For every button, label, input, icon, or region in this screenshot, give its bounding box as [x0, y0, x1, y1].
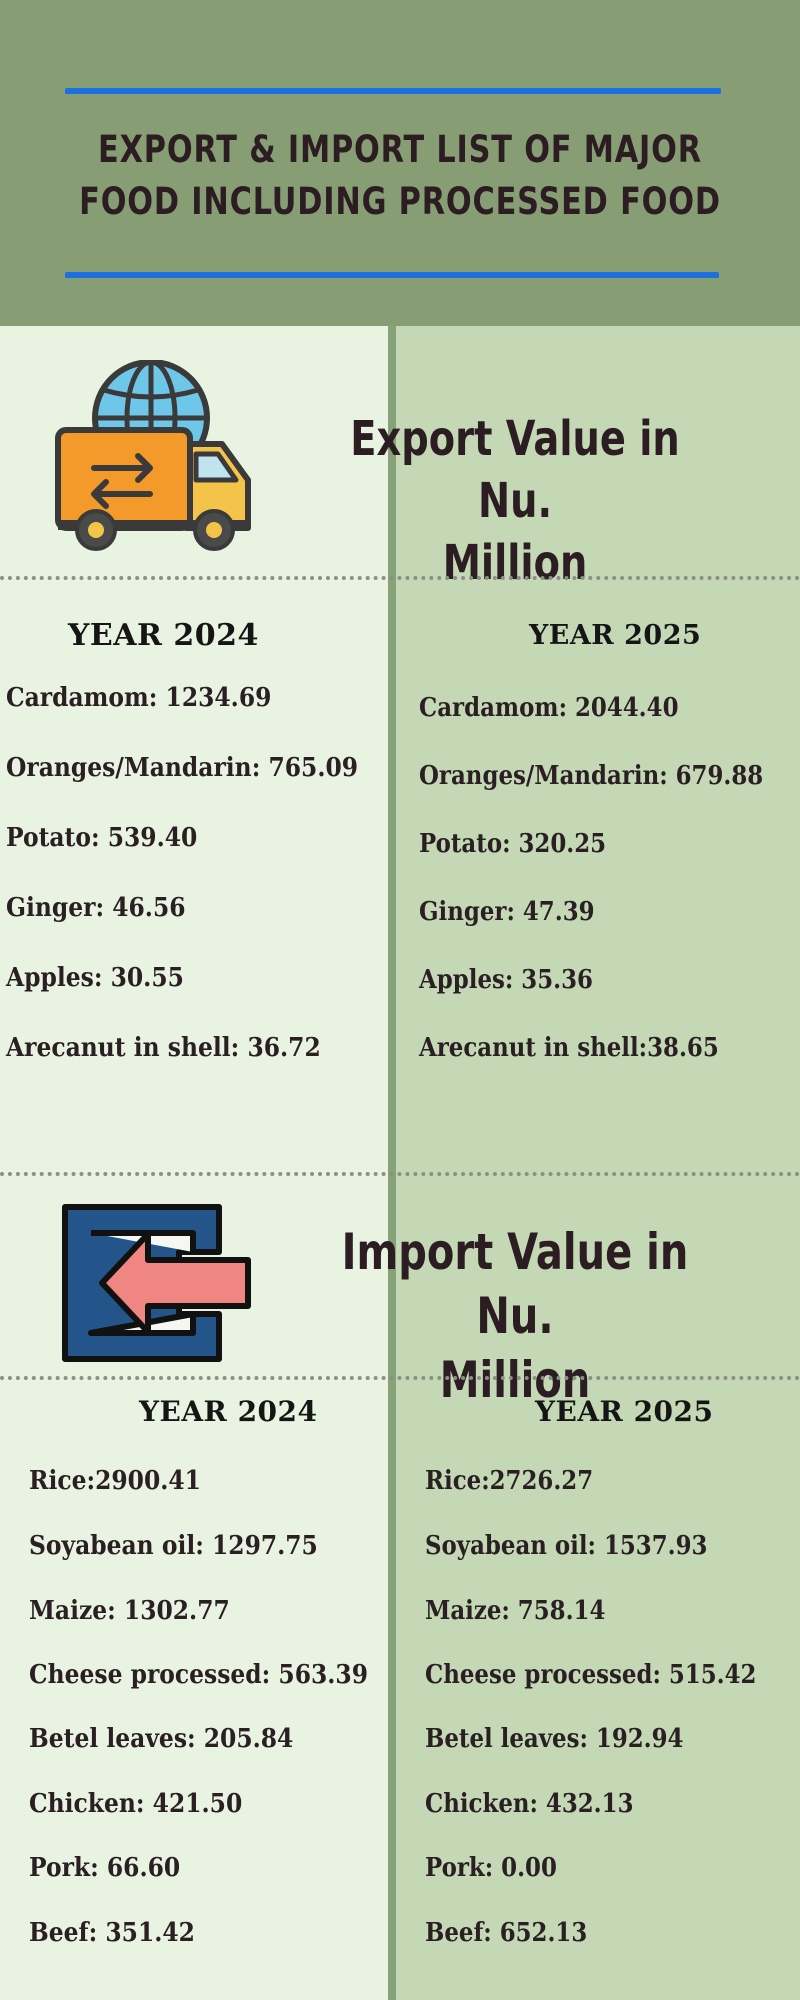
export-2025-item: Oranges/Mandarin: 679.88	[419, 761, 764, 791]
right-column	[396, 326, 800, 2000]
import-2024-item: Maize: 1302.77	[29, 1596, 230, 1626]
import-2024-item: Soyabean oil: 1297.75	[29, 1531, 318, 1561]
export-2024-item: Ginger: 46.56	[6, 893, 186, 923]
left-column	[0, 326, 388, 2000]
page-title-line-1: EXPORT & IMPORT LIST OF MAJOR	[98, 128, 702, 171]
import-2024-item: Chicken: 421.50	[29, 1789, 243, 1819]
export-2025-item: Ginger: 47.39	[419, 897, 595, 927]
export-heading: Export Value in Nu. Million	[343, 408, 687, 594]
export-2025-item: Cardamom: 2044.40	[419, 693, 679, 723]
import-2025-item: Betel leaves: 192.94	[425, 1724, 684, 1754]
export-year-2025: YEAR 2025	[529, 620, 702, 651]
export-2024-item: Arecanut in shell: 36.72	[6, 1033, 321, 1063]
section-divider	[0, 1172, 800, 1176]
import-heading-line-1: Import Value in Nu.	[341, 1223, 689, 1345]
export-2025-item: Potato: 320.25	[419, 829, 607, 859]
header-bottom-rule	[65, 272, 719, 278]
export-year-2024: YEAR 2024	[68, 618, 259, 653]
import-2024-item: Betel leaves: 205.84	[29, 1724, 294, 1754]
import-year-2025: YEAR 2025	[535, 1395, 714, 1428]
import-2024-item: Pork: 66.60	[29, 1853, 181, 1883]
import-2025-item: Cheese processed: 515.42	[425, 1660, 757, 1690]
import-2024-item: Beef: 351.42	[29, 1918, 195, 1948]
export-2025-item: Arecanut in shell:38.65	[419, 1033, 719, 1063]
export-2024-item: Oranges/Mandarin: 765.09	[6, 753, 359, 783]
import-2025-item: Maize: 758.14	[425, 1596, 606, 1626]
export-heading-line-1: Export Value in Nu.	[350, 411, 680, 529]
export-2024-item: Apples: 30.55	[6, 963, 184, 993]
import-2024-item: Cheese processed: 563.39	[29, 1660, 369, 1690]
import-2025-item: Soyabean oil: 1537.93	[425, 1531, 708, 1561]
delivery-truck-globe-icon	[55, 360, 251, 551]
import-2025-item: Rice:2726.27	[425, 1466, 594, 1496]
export-2024-item: Potato: 539.40	[6, 823, 198, 853]
page-title-line-2: FOOD INCLUDING PROCESSED FOOD	[79, 180, 721, 223]
column-divider	[388, 326, 396, 2000]
import-arrow-icon	[62, 1204, 251, 1362]
import-2024-item: Rice:2900.41	[29, 1466, 201, 1496]
export-heading-line-2: Million	[442, 535, 588, 591]
import-heading: Import Value in Nu. Million	[339, 1220, 691, 1412]
export-divider	[0, 576, 800, 580]
import-2025-item: Pork: 0.00	[425, 1853, 557, 1883]
header-banner: EXPORT & IMPORT LIST OF MAJOR FOOD INCLU…	[0, 0, 800, 326]
import-heading-line-2: Million	[439, 1351, 591, 1409]
import-divider	[0, 1376, 800, 1380]
import-year-2024: YEAR 2024	[139, 1395, 318, 1428]
page-title: EXPORT & IMPORT LIST OF MAJOR FOOD INCLU…	[72, 124, 728, 228]
import-2025-item: Chicken: 432.13	[425, 1789, 634, 1819]
import-2025-item: Beef: 652.13	[425, 1918, 588, 1948]
export-2025-item: Apples: 35.36	[419, 965, 593, 995]
export-2024-item: Cardamom: 1234.69	[6, 683, 272, 713]
header-top-rule	[65, 88, 721, 94]
